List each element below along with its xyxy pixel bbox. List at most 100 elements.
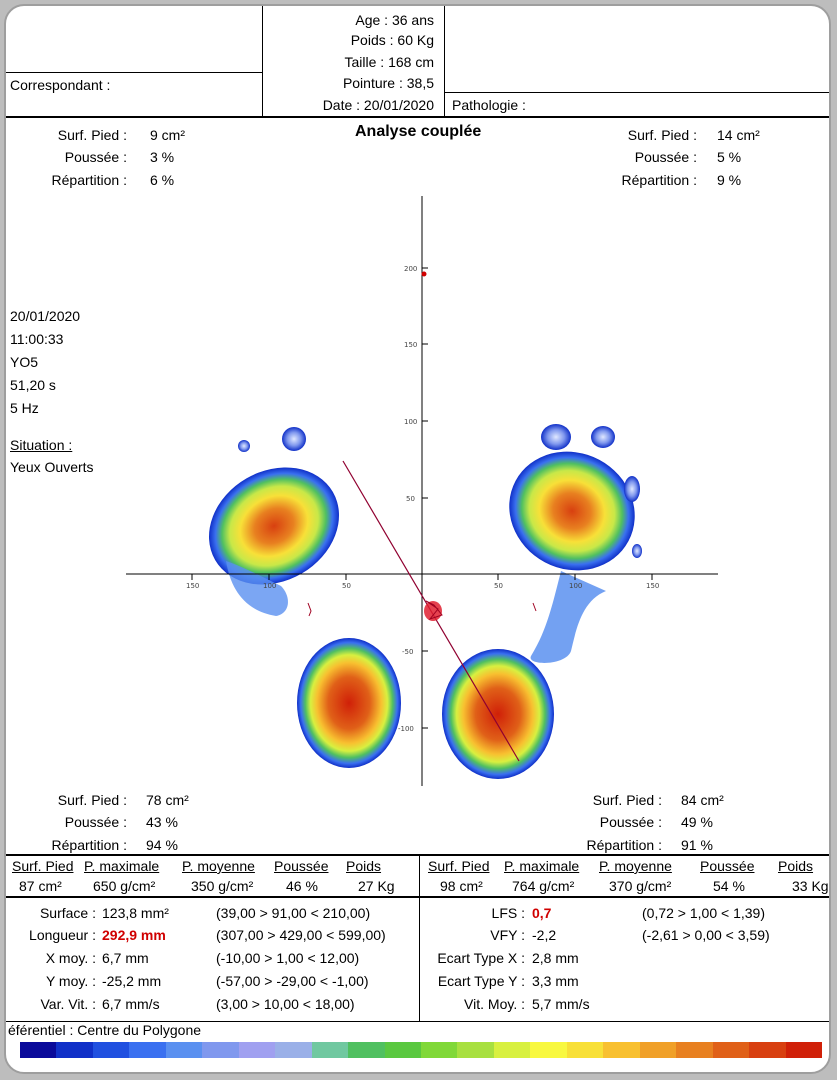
stat-range: (-57,00 > -29,00 < -1,00) xyxy=(216,973,369,989)
left-forefoot-pressure xyxy=(209,467,339,585)
patient-weight: Poids : 60 Kg xyxy=(350,32,434,48)
stat-range: (0,72 > 1,00 < 1,39) xyxy=(642,905,765,921)
right-heel-pressure xyxy=(442,649,554,779)
table-header: Poids xyxy=(346,858,382,874)
session-duration: 51,20 s xyxy=(10,377,56,393)
bl-poussee-label: Poussée : xyxy=(64,814,127,830)
right-toe-pressure xyxy=(624,476,640,502)
right-forefoot-pressure xyxy=(509,451,635,571)
tr-rep-label: Répartition : xyxy=(621,172,697,188)
session-time: 11:00:33 xyxy=(10,331,64,347)
table-header: P. moyenne xyxy=(599,858,672,874)
color-scale-step xyxy=(238,1042,276,1058)
color-scale-step xyxy=(530,1042,567,1058)
stat-label: Var. Vit. : xyxy=(40,996,96,1012)
color-scale-step xyxy=(639,1042,677,1058)
tl-surf-value: 9 cm² xyxy=(150,127,185,143)
stat-range: (307,00 > 429,00 < 599,00) xyxy=(216,927,386,943)
referentiel-label: éférentiel : Centre du Polygone xyxy=(8,1022,202,1038)
stat-value: -25,2 mm xyxy=(102,973,162,989)
stat-label: X moy. : xyxy=(45,950,96,966)
br-poussee-value: 49 % xyxy=(681,814,713,830)
tl-rep-label: Répartition : xyxy=(51,172,127,188)
report-sheet: Age : 36 ans Poids : 60 Kg Taille : 168 … xyxy=(4,4,831,1074)
color-scale-step xyxy=(457,1042,494,1058)
table-header: Poussée xyxy=(700,858,755,874)
tl-poussee-value: 3 % xyxy=(150,149,175,165)
table-header: Poids xyxy=(778,858,814,874)
table-cell: 87 cm² xyxy=(19,878,62,894)
stat-label: LFS : xyxy=(491,905,525,921)
correspondant-label: Correspondant : xyxy=(10,77,111,93)
stat-range: (39,00 > 91,00 < 210,00) xyxy=(216,905,371,921)
left-toe-pressure xyxy=(238,440,250,452)
x-tick-label: 100 xyxy=(263,582,276,590)
session-frequency: 5 Hz xyxy=(10,400,39,416)
table-cell: 54 % xyxy=(713,878,745,894)
patient-date: Date : 20/01/2020 xyxy=(322,97,434,113)
stat-label: Ecart Type Y : xyxy=(437,973,525,989)
table-header: P. moyenne xyxy=(182,858,255,874)
stat-value: 2,8 mm xyxy=(532,950,579,966)
x-tick-label: 150 xyxy=(186,582,199,590)
left-toe-pressure xyxy=(282,427,306,451)
table-cell: 33 Kg xyxy=(792,878,829,894)
br-rep-label: Répartition : xyxy=(586,837,662,853)
y-tick-label: 50 xyxy=(406,495,415,503)
table-cell: 650 g/cm² xyxy=(93,878,156,894)
header-line xyxy=(444,92,829,93)
cop-scribble xyxy=(425,600,443,621)
color-scale-step xyxy=(603,1042,640,1058)
x-tick-label: 100 xyxy=(569,582,582,590)
stat-value-alert: 292,9 mm xyxy=(102,927,166,943)
stat-label: Vit. Moy. : xyxy=(464,996,525,1012)
table-header: P. maximale xyxy=(504,858,580,874)
stat-label: Surface : xyxy=(39,905,96,921)
y-tick-label: 100 xyxy=(404,418,417,426)
stat-value-alert: 0,7 xyxy=(532,905,552,921)
color-scale-step xyxy=(676,1042,713,1058)
stats-bottom-line xyxy=(6,1021,829,1022)
color-scale-step xyxy=(275,1042,312,1058)
right-toe-pressure xyxy=(632,544,642,558)
bl-rep-value: 94 % xyxy=(146,837,178,853)
table-cell: 98 cm² xyxy=(440,878,483,894)
color-scale-step xyxy=(566,1042,604,1058)
tl-rep-value: 6 % xyxy=(150,172,175,188)
situation-label: Situation : xyxy=(10,437,73,453)
color-scale-step xyxy=(129,1042,166,1058)
color-scale-step xyxy=(785,1042,822,1058)
session-date: 20/01/2020 xyxy=(10,308,81,324)
stat-value: 123,8 mm² xyxy=(102,905,169,921)
left-heel-pressure xyxy=(297,638,401,768)
stat-value: 6,7 mm/s xyxy=(102,996,160,1012)
color-scale-step xyxy=(493,1042,531,1058)
color-scale-step xyxy=(311,1042,349,1058)
color-scale-step xyxy=(20,1042,57,1058)
color-scale-step xyxy=(92,1042,130,1058)
pathologie-label: Pathologie : xyxy=(452,97,526,113)
table-header: Surf. Pied xyxy=(12,858,74,874)
color-scale-step xyxy=(202,1042,239,1058)
y-tick-label: -50 xyxy=(402,648,413,656)
table-center-divider xyxy=(419,854,420,1022)
stat-value: 5,7 mm/s xyxy=(532,996,590,1012)
tr-poussee-label: Poussée : xyxy=(634,149,697,165)
table-cell: 350 g/cm² xyxy=(191,878,254,894)
color-scale-step xyxy=(56,1042,93,1058)
color-scale-step xyxy=(384,1042,421,1058)
bl-poussee-value: 43 % xyxy=(146,814,178,830)
br-rep-value: 91 % xyxy=(681,837,713,853)
barycenter-point xyxy=(421,271,427,277)
x-tick-label: 150 xyxy=(646,582,659,590)
table-bottom-line xyxy=(6,896,829,898)
bl-surf-label: Surf. Pied : xyxy=(57,792,127,808)
stat-range: (-10,00 > 1,00 < 12,00) xyxy=(216,950,360,966)
table-top-line xyxy=(6,854,829,856)
stat-label: VFY : xyxy=(490,927,525,943)
color-scale-step xyxy=(712,1042,750,1058)
color-scale-step xyxy=(165,1042,203,1058)
color-scale-step xyxy=(420,1042,458,1058)
patient-age: Age : 36 ans xyxy=(355,12,434,28)
stat-value: 3,3 mm xyxy=(532,973,579,989)
